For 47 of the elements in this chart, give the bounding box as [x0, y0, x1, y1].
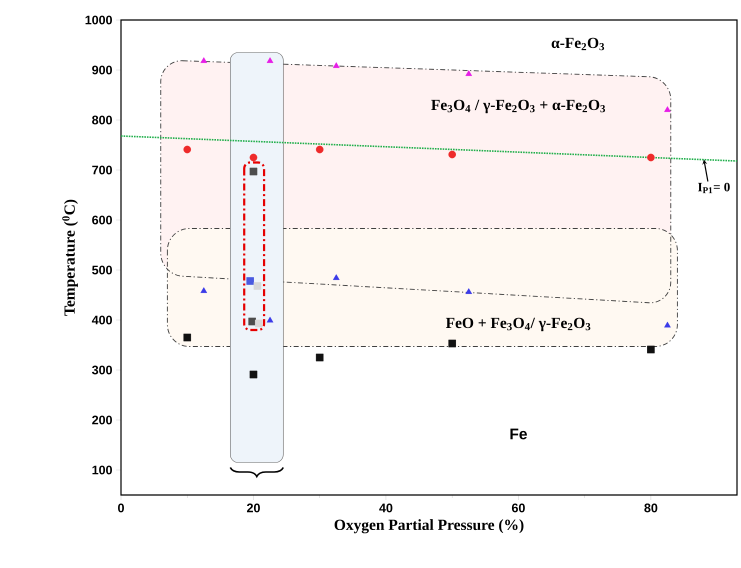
- point: [448, 340, 456, 348]
- point: [254, 282, 262, 290]
- point: [246, 277, 254, 285]
- point: [664, 322, 671, 328]
- y-tick-label: 100: [92, 466, 112, 474]
- point: [248, 318, 256, 326]
- point: [250, 168, 258, 176]
- point: [465, 70, 472, 76]
- text: Fe$_{3}$O$_{4}$ / γ-Fe$_{2}$O$_{3}$ + α-Fe$_{2}$O$_{3}$: [431, 100, 606, 114]
- y-tick-label: 400: [92, 316, 112, 324]
- point: [647, 346, 655, 354]
- point: [183, 146, 192, 154]
- annotation: Fe: [510, 428, 527, 440]
- point: [448, 150, 456, 158]
- point: [250, 370, 258, 378]
- x-tick-label: 80: [644, 504, 658, 512]
- point: [647, 154, 655, 162]
- y-tick-label: 300: [92, 366, 112, 374]
- x-tick-label: 40: [379, 504, 392, 512]
- point: [465, 288, 472, 294]
- x-tick-label: 20: [246, 504, 260, 512]
- annotation: FeO + Fe$_{3}$O$_{4}$/ γ-Fe$_{2}$O$_{3}$: [446, 318, 590, 332]
- point: [664, 106, 671, 112]
- point: [332, 274, 340, 280]
- y-tick-label: 700: [92, 166, 112, 174]
- point: [250, 154, 258, 162]
- point: [332, 62, 340, 68]
- x-tick-label: 60: [512, 504, 525, 512]
- point: [316, 354, 324, 362]
- point: [254, 320, 263, 328]
- point: [183, 334, 192, 342]
- point: [266, 316, 274, 322]
- point: [316, 146, 324, 154]
- y-axis-title: Temperature ($^{0}$C): [62, 200, 78, 316]
- point: [200, 57, 208, 64]
- y-tick-label: 900: [92, 66, 112, 74]
- point: [200, 287, 208, 294]
- y-tick-label: 200: [92, 416, 112, 424]
- point: [266, 57, 274, 64]
- annotation: α-Fe$_{2}$O$_{3}$: [552, 38, 604, 50]
- y-tick-label: 500: [92, 266, 112, 274]
- x-axis-title: Oxygen Partial Pressure (%): [334, 519, 524, 534]
- x-tick-label: 0: [118, 504, 124, 512]
- annotation: I$_{P1}$= 0: [698, 182, 730, 194]
- y-tick-label: 600: [92, 216, 112, 224]
- y-tick-label: 800: [92, 116, 112, 124]
- y-tick-label: 1000: [86, 16, 112, 24]
